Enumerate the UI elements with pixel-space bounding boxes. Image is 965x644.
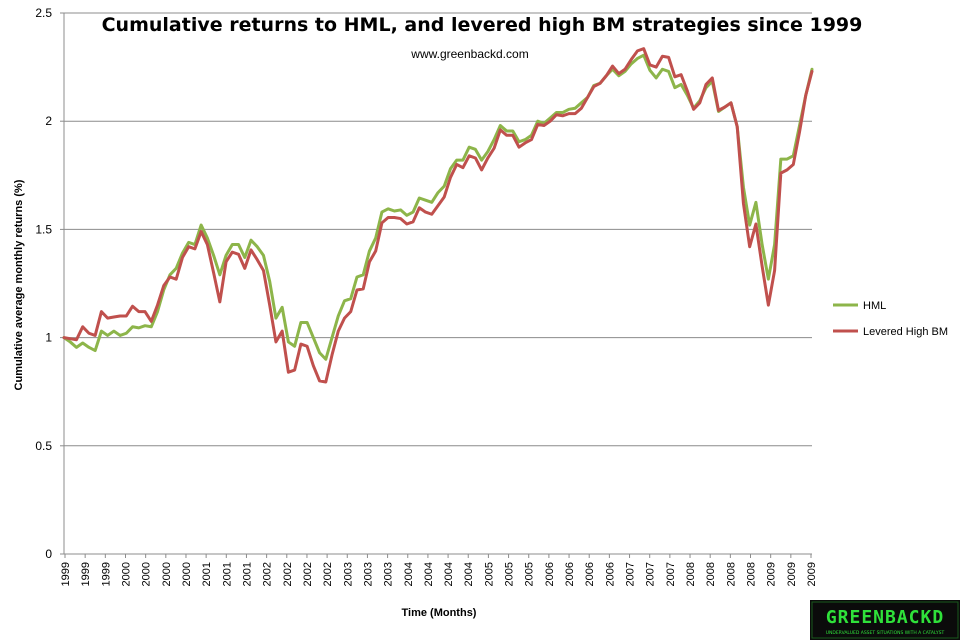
x-tick-label-23: 2005 — [524, 562, 536, 586]
y-tick-label-5: 2.5 — [35, 6, 52, 20]
x-tick-label-32: 2008 — [705, 562, 717, 586]
x-tick-label-3: 2000 — [120, 562, 132, 586]
chart-title: Cumulative returns to HML, and levered h… — [102, 14, 863, 36]
x-tick-label-27: 2006 — [604, 562, 616, 586]
legend-label-hml: HML — [863, 300, 886, 312]
x-tick-label-25: 2006 — [564, 562, 576, 586]
x-tick-label-31: 2008 — [685, 562, 697, 586]
legend: HML Levered High BM — [833, 300, 948, 338]
y-tick-label-1: 0.5 — [35, 439, 52, 453]
x-tick-labels: 1999 1999 1999 2000 2000 2000 2000 2001 2001 2001… — [60, 554, 818, 586]
x-tick-label-1: 1999 — [80, 562, 92, 586]
x-tick-label-21: 2005 — [483, 562, 495, 586]
x-tick-label-19: 2004 — [443, 562, 455, 586]
x-tick-label-7: 2001 — [201, 562, 213, 586]
y-tick-labels: 0 0.5 1 1.5 2 2.5 — [35, 6, 64, 561]
x-tick-label-30: 2007 — [665, 562, 677, 586]
x-tick-label-4: 2000 — [141, 562, 153, 586]
x-tick-label-29: 2007 — [645, 562, 657, 586]
gridlines — [64, 12, 812, 447]
x-tick-label-8: 2001 — [221, 562, 233, 586]
x-tick-label-9: 2001 — [241, 562, 253, 586]
axes — [63, 13, 812, 555]
x-tick-label-37: 2009 — [806, 562, 818, 586]
x-tick-label-11: 2002 — [282, 562, 294, 586]
x-axis-label: Time (Months) — [402, 607, 477, 619]
x-tick-label-36: 2009 — [786, 562, 798, 586]
x-tick-label-17: 2004 — [403, 562, 415, 586]
series-line-levered-high-bm — [62, 47, 814, 384]
x-tick-label-35: 2009 — [766, 562, 778, 586]
x-tick-label-12: 2002 — [302, 562, 314, 586]
x-tick-label-0: 1999 — [60, 562, 72, 586]
series-lines — [62, 47, 814, 384]
x-tick-label-28: 2007 — [625, 562, 637, 586]
logo-background — [810, 600, 960, 640]
x-tick-label-14: 2003 — [342, 562, 354, 586]
x-tick-label-26: 2006 — [584, 562, 596, 586]
logo-tagline: UNDERVALUED ASSET SITUATIONS WITH A CATA… — [826, 630, 945, 636]
chart-subtitle: www.greenbackd.com — [410, 47, 528, 61]
x-tick-label-24: 2006 — [544, 562, 556, 586]
x-tick-label-5: 2000 — [161, 562, 173, 586]
y-tick-label-3: 1.5 — [35, 222, 52, 236]
x-tick-label-33: 2008 — [725, 562, 737, 586]
y-tick-label-2: 1 — [45, 331, 52, 345]
x-tick-label-15: 2003 — [362, 562, 374, 586]
y-tick-label-0: 0 — [45, 547, 52, 561]
logo-wordmark: GREENBACKD — [826, 607, 944, 628]
x-tick-label-13: 2002 — [322, 562, 334, 586]
x-tick-label-20: 2004 — [463, 562, 475, 586]
x-tick-label-34: 2008 — [746, 562, 758, 586]
y-axis-label: Cumulative average monthly returns (%) — [13, 179, 25, 390]
x-tick-label-2: 1999 — [100, 562, 112, 586]
x-tick-label-18: 2004 — [423, 562, 435, 586]
x-tick-label-22: 2005 — [504, 562, 516, 586]
y-tick-label-4: 2 — [45, 114, 52, 128]
x-tick-label-6: 2000 — [181, 562, 193, 586]
x-tick-label-10: 2002 — [262, 562, 274, 586]
greenbackd-logo: GREENBACKD UNDERVALUED ASSET SITUATIONS … — [810, 600, 960, 640]
x-tick-label-16: 2003 — [383, 562, 395, 586]
legend-label-levered-high-bm: Levered High BM — [863, 326, 948, 338]
logo-border — [811, 601, 959, 639]
